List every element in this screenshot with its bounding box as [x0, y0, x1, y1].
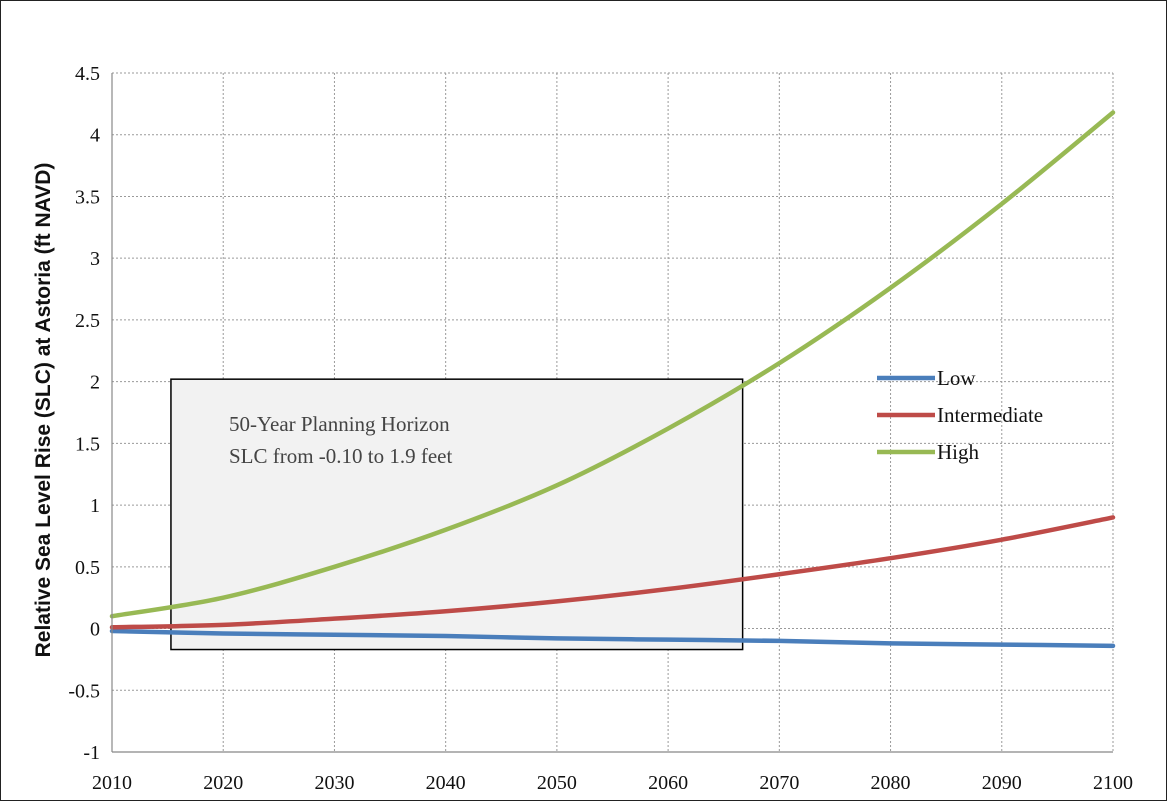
series-line-low — [109, 628, 1116, 649]
x-tick-label: 2050 — [537, 772, 577, 794]
x-tick-label: 2100 — [1093, 772, 1133, 794]
legend-label-intermediate: Intermediate — [937, 403, 1043, 427]
y-tick-label: 2.5 — [75, 310, 100, 332]
planning-horizon-box — [170, 378, 744, 651]
x-tick-label: 2040 — [426, 772, 466, 794]
y-tick-label: 4.5 — [75, 63, 100, 85]
legend-label-high: High — [937, 440, 980, 464]
annotation-line-1: 50-Year Planning Horizon — [229, 412, 450, 436]
x-tick-label: 2090 — [982, 772, 1022, 794]
series-layer — [109, 110, 1116, 649]
y-tick-label: 2 — [90, 372, 100, 394]
y-tick-label: 3.5 — [75, 186, 100, 208]
series-line-intermediate — [109, 515, 1116, 630]
y-tick-label: 4 — [90, 125, 100, 147]
series-line-high — [109, 110, 1116, 619]
x-tick-label: 2070 — [759, 772, 799, 794]
annotation-line-2: SLC from -0.10 to 1.9 feet — [229, 444, 453, 468]
x-tick-label: 2080 — [871, 772, 911, 794]
y-tick-label: -0.5 — [68, 680, 100, 702]
y-axis-label: Relative Sea Level Rise (SLC) at Astoria… — [32, 163, 55, 658]
y-tick-label: 1 — [90, 495, 100, 517]
x-tick-label: 2020 — [203, 772, 243, 794]
legend: Low Intermediate High — [877, 366, 1043, 464]
y-tick-label: 0 — [90, 619, 100, 641]
y-tick-label: 0.5 — [75, 557, 100, 579]
legend-label-low: Low — [937, 366, 976, 390]
planning-horizon-annotation: 50-Year Planning Horizon SLC from -0.10 … — [170, 378, 744, 651]
y-tick-label: 3 — [90, 248, 100, 270]
y-tick-label: 1.5 — [75, 433, 100, 455]
x-tick-label: 2030 — [314, 772, 354, 794]
x-tick-label: 2010 — [92, 772, 132, 794]
axis-layer: 2010 2020 2030 2040 2050 2060 2070 2080 2090 2100… — [68, 63, 1133, 794]
x-tick-label: 2060 — [648, 772, 688, 794]
y-tick-label: -1 — [83, 742, 100, 764]
